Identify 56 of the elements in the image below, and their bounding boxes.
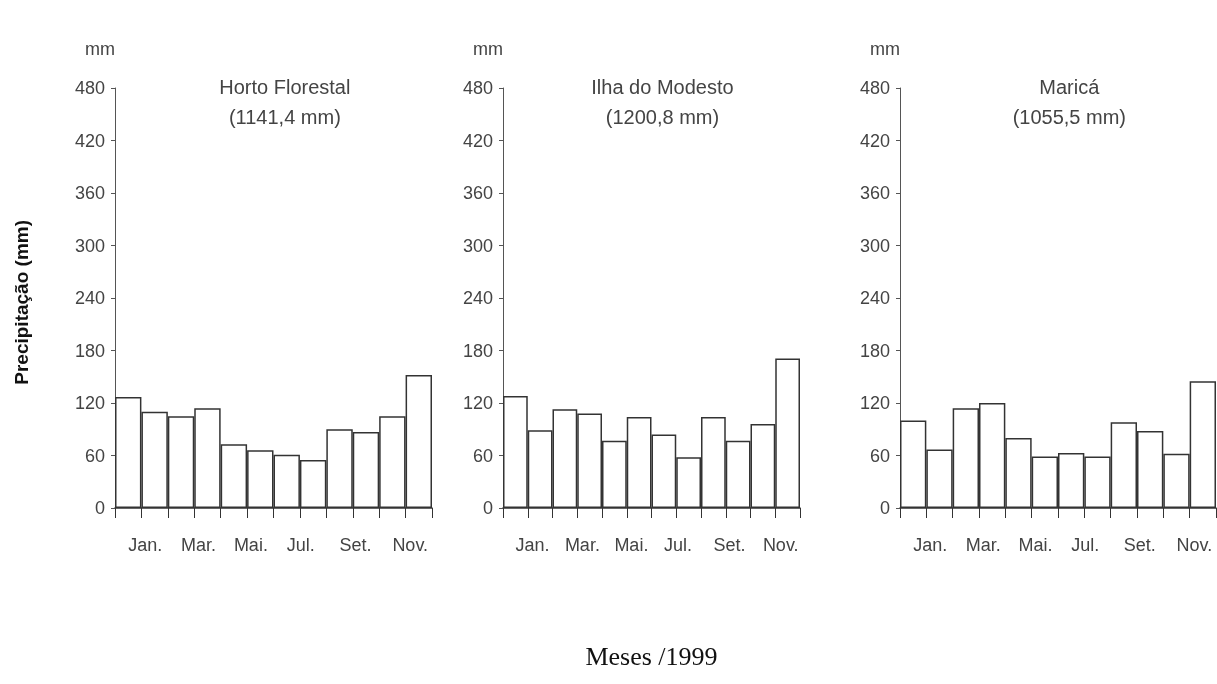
y-tick-label: 300 <box>859 235 890 256</box>
chart-title: Maricá <box>1039 76 1101 98</box>
x-tick-label: Mai. <box>233 535 268 555</box>
text: (1055,5 mm) <box>1012 106 1127 128</box>
y-tick-label: 180 <box>462 340 493 361</box>
x-tick-label: Jan. <box>515 535 550 555</box>
x-tick-label: Jan. <box>128 535 163 555</box>
y-tick-label: 240 <box>859 288 890 308</box>
y-tick-label: 480 <box>462 78 493 98</box>
text: (1141,4 mm) <box>228 106 341 128</box>
x-tick-label: Jul. <box>663 535 692 555</box>
y-tick-label: 180 <box>859 340 890 361</box>
y-tick-label: 120 <box>859 393 890 413</box>
y-tick-label: 60 <box>84 445 105 466</box>
x-axis-title: Meses /1999 <box>585 641 718 671</box>
chart-title: Ilha do Modesto <box>591 76 734 98</box>
y-axis-title: mm <box>870 39 900 59</box>
y-tick-label: 300 <box>74 235 105 256</box>
y-axis-title: mm <box>473 39 503 59</box>
chart-title: Horto Florestal <box>219 76 351 98</box>
y-tick-label: 180 <box>74 340 105 361</box>
y-tick-label: 360 <box>462 183 493 203</box>
y-tick-label: 480 <box>859 78 890 98</box>
y-tick-label: 240 <box>74 288 105 308</box>
x-tick-label: Set. <box>1123 535 1156 555</box>
y-tick-label: 0 <box>482 498 493 518</box>
y-tick-label: 420 <box>74 130 105 151</box>
y-tick-label: 60 <box>869 445 890 466</box>
x-tick-label: Mai. <box>614 535 649 555</box>
y-tick-label: 60 <box>472 445 493 466</box>
y-tick-label: 480 <box>74 78 105 98</box>
y-tick-label: 360 <box>74 183 105 203</box>
x-tick-label: Nov. <box>392 535 429 555</box>
x-tick-label: Jan. <box>913 535 948 555</box>
x-tick-label: Jul. <box>286 535 315 555</box>
x-tick-label: Mar. <box>965 535 1001 555</box>
y-tick-label: 0 <box>879 498 890 518</box>
y-tick-label: 420 <box>859 130 890 151</box>
x-tick-label: Mar. <box>181 535 217 555</box>
x-tick-label: Nov. <box>1176 535 1213 555</box>
x-tick-label: Set. <box>339 535 372 555</box>
y-axis-title: mm <box>85 39 115 59</box>
x-tick-label: Mai. <box>1018 535 1053 555</box>
text: (1200,8 mm) <box>605 106 720 128</box>
x-tick-label: Nov. <box>762 535 799 555</box>
x-tick-label: Jul. <box>1071 535 1100 555</box>
x-tick-label: Set. <box>713 535 746 555</box>
x-tick-label: Mar. <box>564 535 600 555</box>
y-tick-label: 300 <box>462 235 493 256</box>
y-tick-label: 120 <box>462 393 493 413</box>
y-tick-label: 240 <box>462 288 493 308</box>
y-tick-label: 360 <box>859 183 890 203</box>
y-tick-label: 420 <box>462 130 493 151</box>
y-tick-label: 120 <box>74 393 105 413</box>
text: Precipitação (mm) <box>11 219 32 385</box>
y-tick-label: 0 <box>94 498 105 518</box>
